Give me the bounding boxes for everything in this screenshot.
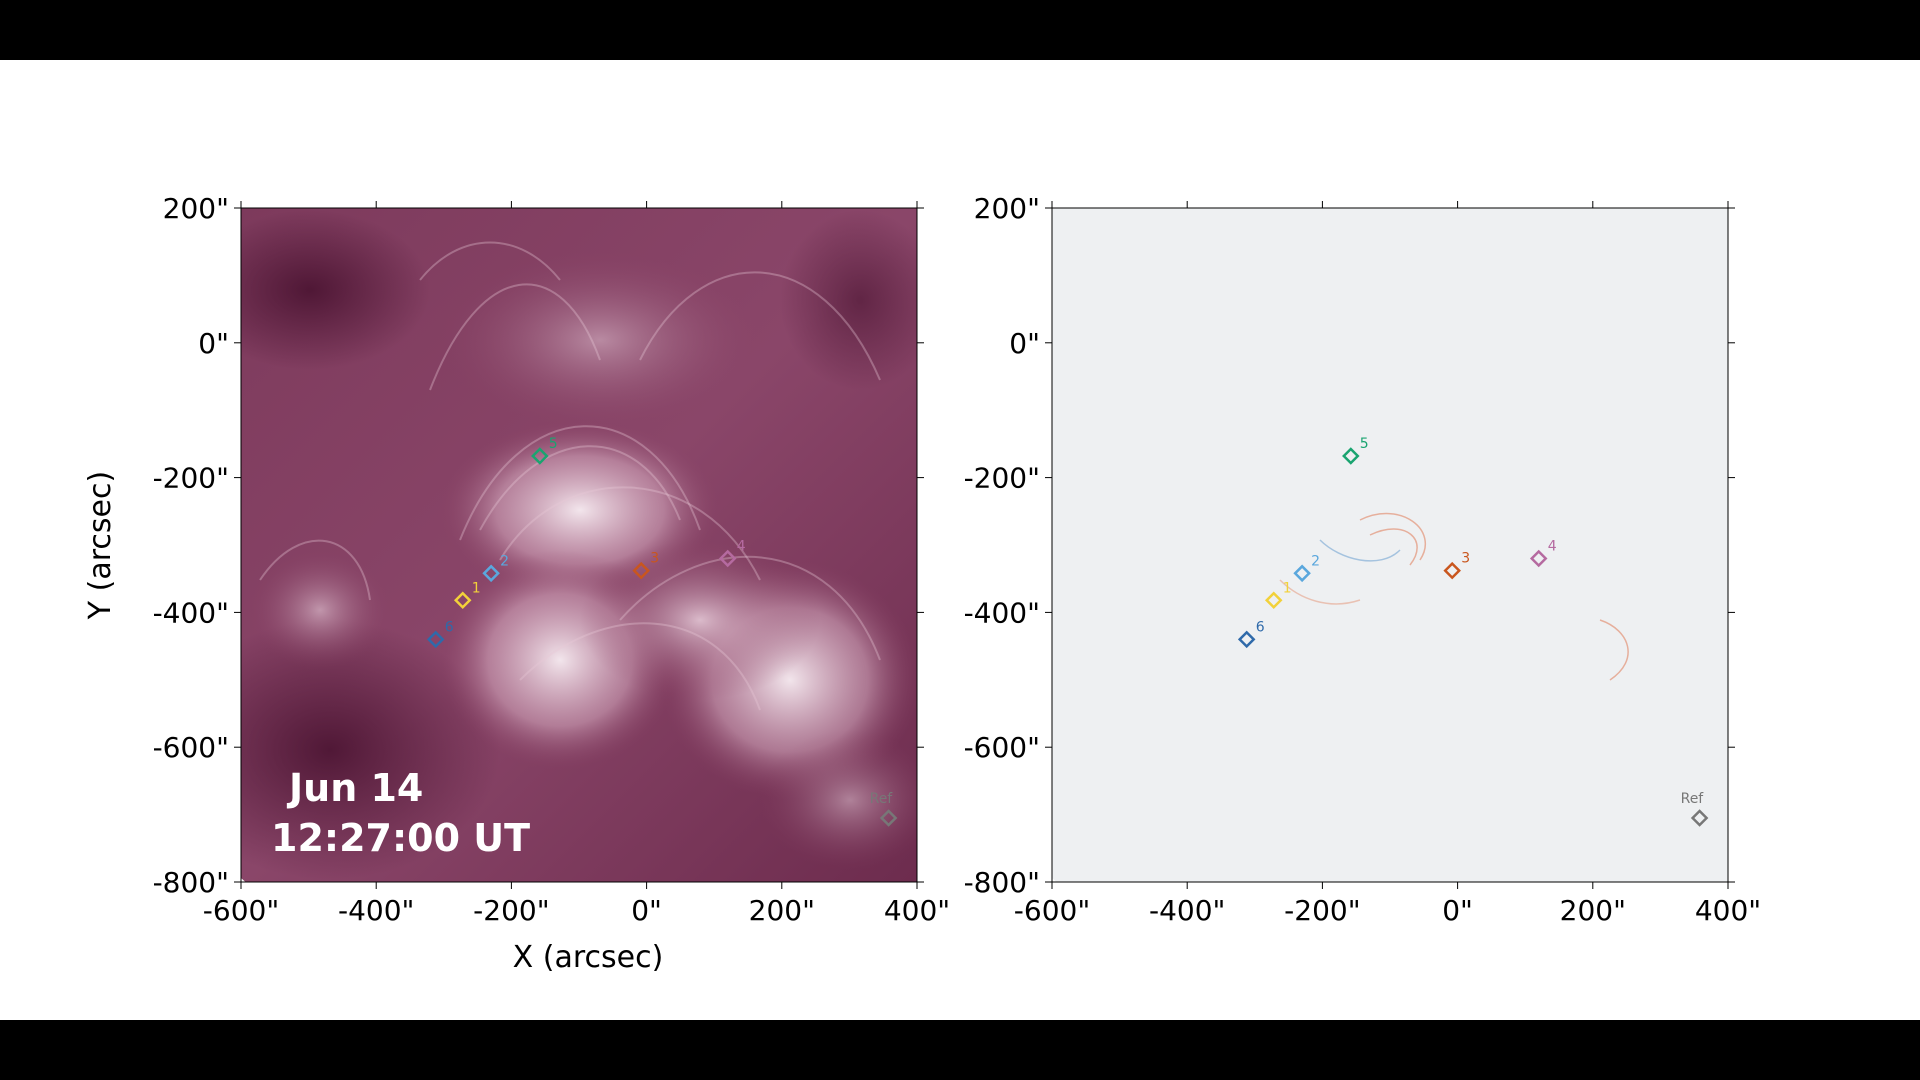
- left-y-tick-label: -400": [153, 596, 229, 629]
- left-y-tick-label: 0": [198, 327, 229, 360]
- left-x-tick-label: -400": [338, 894, 414, 927]
- right-marker-3: [1443, 561, 1461, 580]
- left-marker-label-4: 4: [737, 538, 746, 554]
- left-marker-label-1: 1: [472, 580, 481, 596]
- left-x-tick-label: 400": [884, 894, 950, 927]
- markers-layer: 1 2 3 4 5 6 Ref 1 2 3 4 5 6 Ref: [426, 436, 1709, 827]
- left-x-tick-label: -600": [203, 894, 279, 927]
- left-y-tick-label: 200": [163, 192, 229, 225]
- right-x-tick-label: -600": [1014, 894, 1090, 927]
- euv-image-panel: [241, 208, 917, 882]
- left-marker-label-2: 2: [500, 553, 509, 569]
- right-marker-2: [1293, 564, 1311, 583]
- right-x-tick-label: -400": [1149, 894, 1225, 927]
- right-marker-1: [1264, 591, 1283, 610]
- left-y-tick-label: -200": [153, 462, 229, 495]
- left-marker-label-6: 6: [445, 619, 454, 635]
- left-marker-Ref: [879, 809, 898, 827]
- right-marker-label-4: 4: [1548, 538, 1557, 554]
- time-label: 12:27:00 UT: [271, 816, 530, 860]
- left-x-tick-label: -200": [473, 894, 549, 927]
- y-axis-label: Y (arcsec): [83, 471, 118, 620]
- solar-figure: -600" -400" -200" 0" 200" 400" 200" 0" -200" -400…: [83, 192, 1762, 975]
- right-marker-Ref: [1690, 809, 1709, 827]
- right-x-tick-label: 400": [1695, 894, 1761, 927]
- left-marker-4: [718, 549, 737, 568]
- left-marker-1: [453, 591, 472, 610]
- left-y-tick-label: -800": [153, 866, 229, 899]
- left-marker-2: [482, 564, 500, 583]
- right-y-tick-label: 200": [974, 192, 1040, 225]
- left-marker-label-Ref: Ref: [870, 791, 894, 807]
- right-marker-4: [1529, 549, 1548, 568]
- right-y-tick-label: -800": [964, 866, 1040, 899]
- right-marker-label-1: 1: [1283, 580, 1292, 596]
- right-marker-label-Ref: Ref: [1681, 791, 1705, 807]
- right-x-tick-label: 0": [1442, 894, 1473, 927]
- right-y-tick-label: 0": [1009, 327, 1040, 360]
- right-marker-label-5: 5: [1360, 436, 1369, 452]
- left-marker-6: [426, 630, 445, 649]
- right-y-tick-label: -600": [964, 731, 1040, 764]
- right-marker-5: [1342, 447, 1360, 465]
- axes-layer: -600" -400" -200" 0" 200" 400" 200" 0" -200" -400…: [153, 192, 1762, 927]
- left-x-tick-label: 0": [631, 894, 662, 927]
- right-x-tick-label: 200": [1560, 894, 1626, 927]
- left-marker-label-3: 3: [650, 551, 659, 567]
- left-marker-5: [531, 447, 549, 465]
- x-axis-label: X (arcsec): [513, 940, 664, 975]
- right-marker-label-2: 2: [1311, 553, 1320, 569]
- date-label: Jun 14: [286, 766, 423, 810]
- figure-frame: -600" -400" -200" 0" 200" 400" 200" 0" -200" -400…: [0, 60, 1920, 1020]
- left-x-tick-label: 200": [749, 894, 815, 927]
- difference-image-panel: [1052, 208, 1728, 882]
- right-marker-label-3: 3: [1461, 551, 1470, 567]
- right-marker-label-6: 6: [1256, 619, 1265, 635]
- left-y-tick-label: -600": [153, 731, 229, 764]
- right-y-tick-label: -200": [964, 462, 1040, 495]
- right-marker-6: [1237, 630, 1256, 649]
- left-marker-3: [632, 561, 650, 580]
- right-x-tick-label: -200": [1284, 894, 1360, 927]
- right-y-tick-label: -400": [964, 596, 1040, 629]
- left-marker-label-5: 5: [549, 436, 558, 452]
